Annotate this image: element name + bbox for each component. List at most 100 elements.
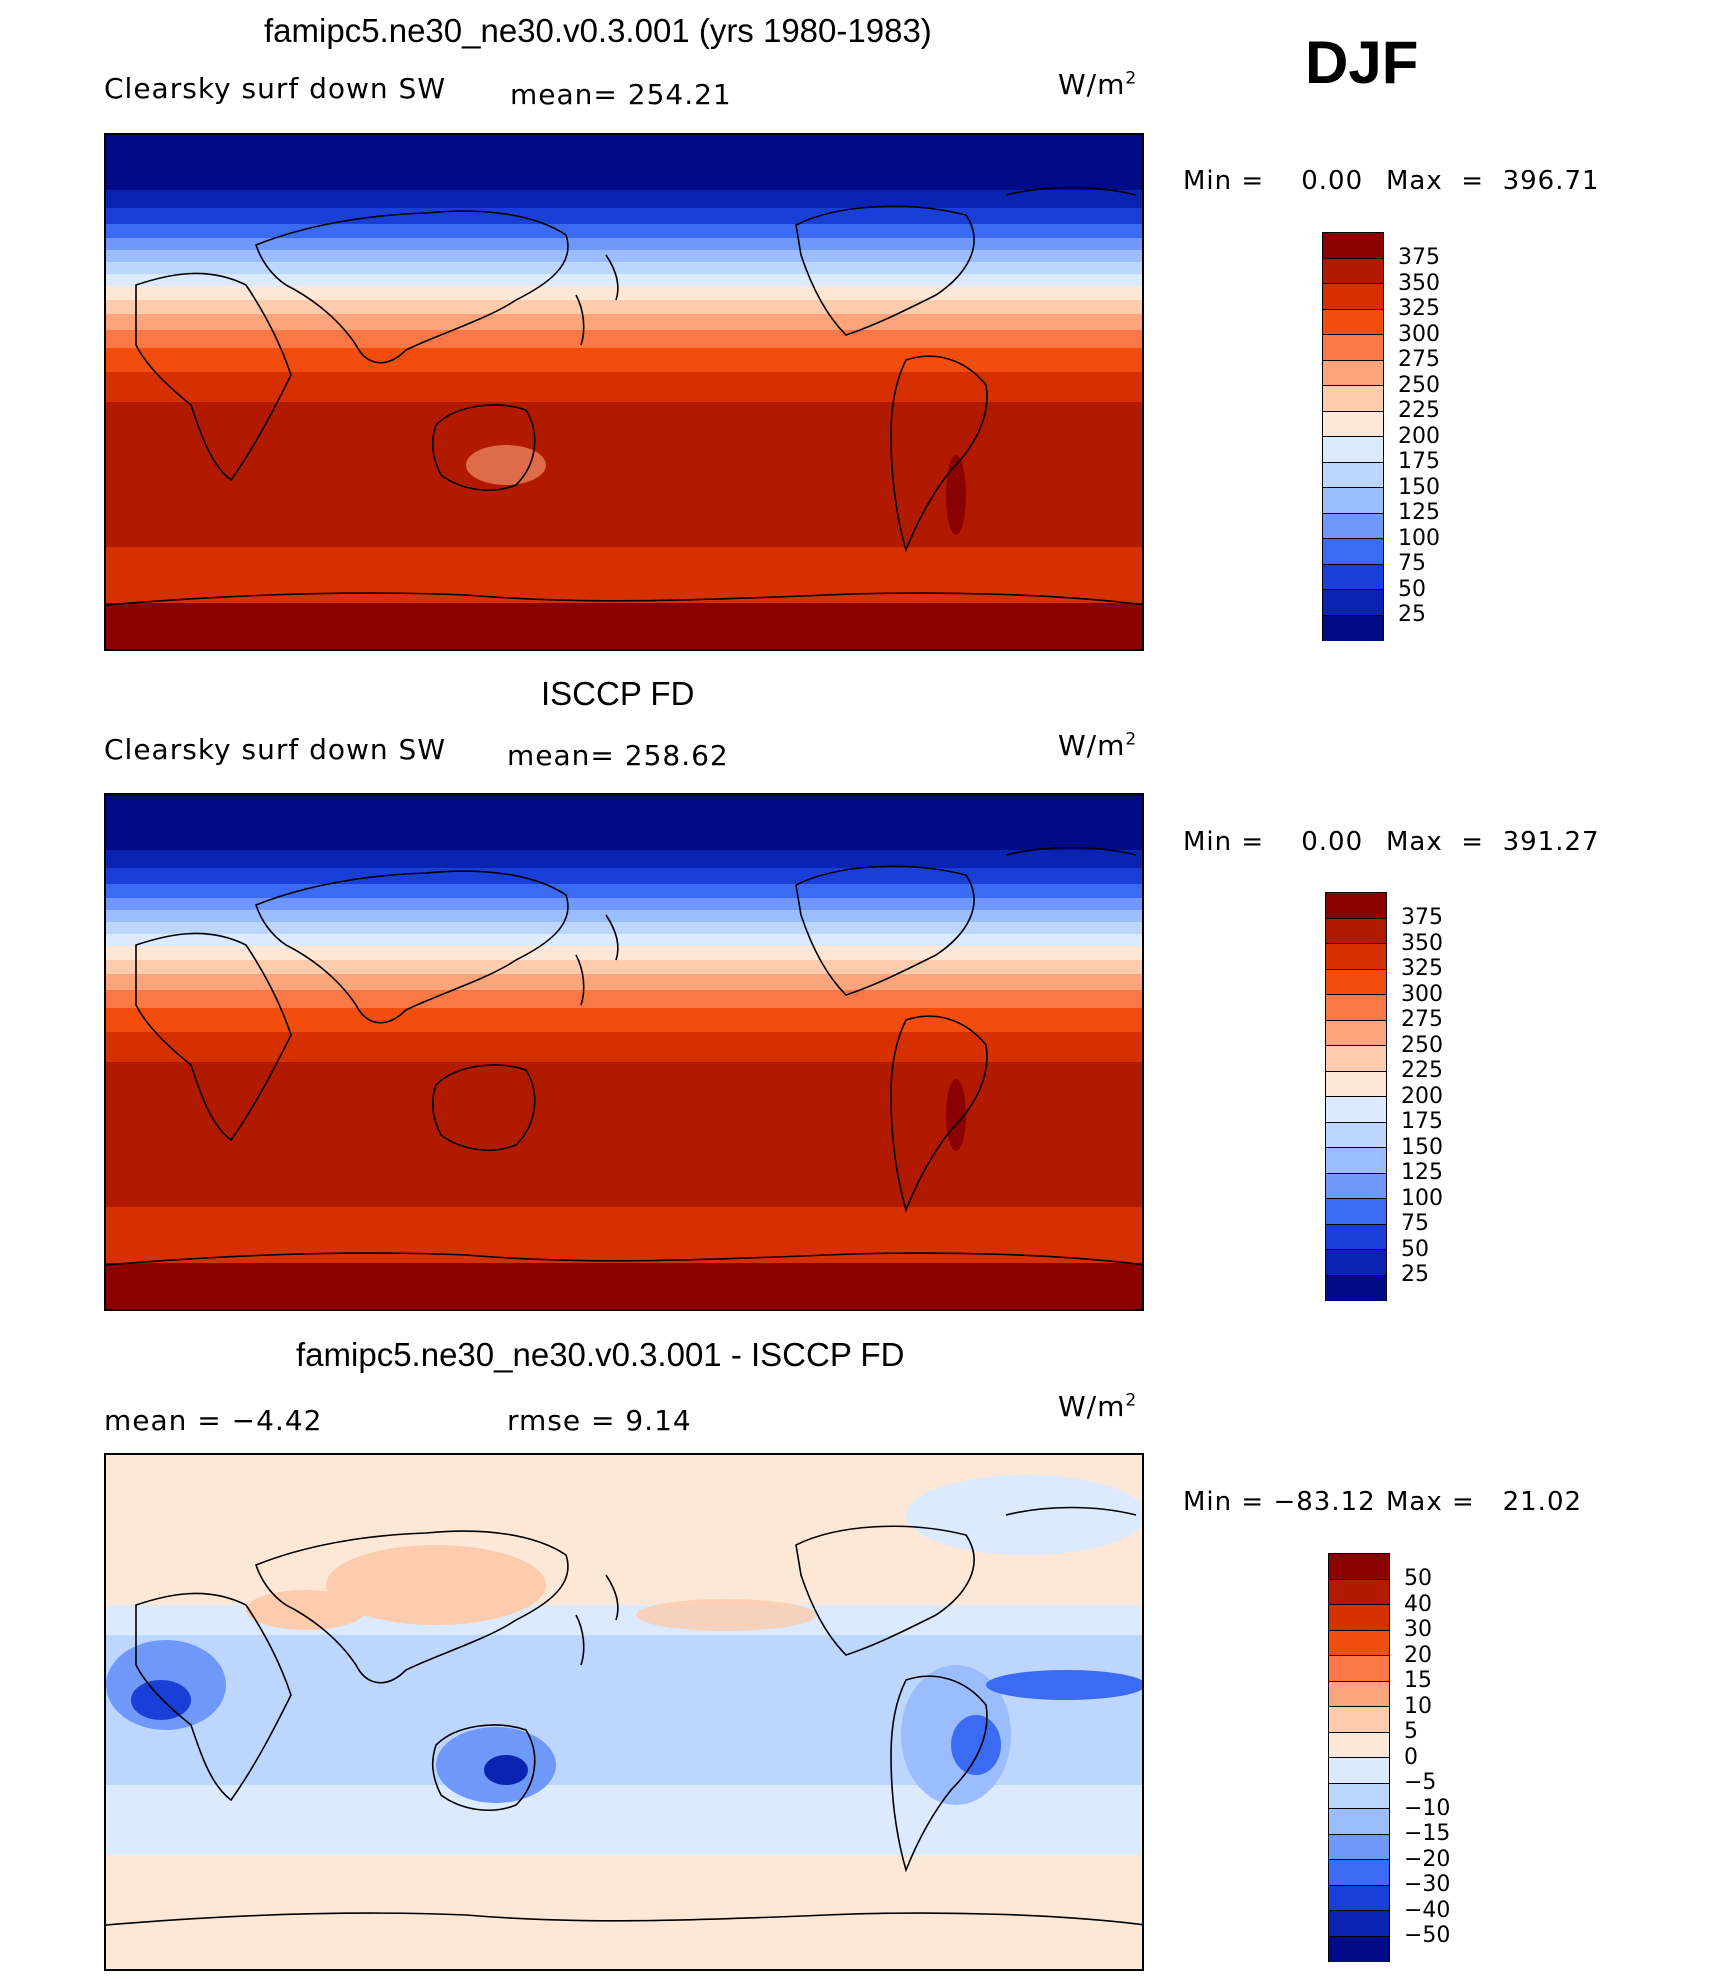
colorbar-1-swatch <box>1323 284 1383 310</box>
map-band <box>106 1855 1142 1875</box>
colorbar-1-tick-label: 325 <box>1398 296 1440 321</box>
colorbar-2-tick-label: 200 <box>1401 1083 1443 1109</box>
colorbar-2-tick-label: 75 <box>1401 1211 1429 1236</box>
colorbar-2-swatch <box>1326 1250 1386 1276</box>
colorbar-3-tick-label: 10 <box>1404 1693 1432 1719</box>
panel-1-min-label: Min = 0.00 <box>1183 166 1364 196</box>
map-band <box>106 402 1142 547</box>
panel-1-variable-label: Clearsky surf down SW <box>104 72 447 105</box>
colorbar-3-swatch <box>1329 1554 1389 1580</box>
map-feature <box>906 1475 1142 1555</box>
panel-3-title: famipc5.ne30_ne30.v0.3.001 - ISCCP FD <box>296 1336 905 1373</box>
map-band <box>106 1032 1142 1062</box>
colorbar-2-swatch <box>1326 1020 1386 1046</box>
map-band <box>106 1008 1142 1032</box>
colorbar-1-swatch <box>1323 233 1383 259</box>
colorbar-2-tick-label: 325 <box>1401 956 1443 981</box>
colorbar-3-swatch <box>1329 1911 1389 1937</box>
panel-2-max-label: Max = 391.27 <box>1386 827 1600 857</box>
colorbar-3-tick-label: 50 <box>1404 1566 1432 1591</box>
map-band <box>106 1263 1142 1309</box>
colorbar-2-tick-label: 175 <box>1401 1109 1443 1134</box>
map-band <box>106 250 1142 262</box>
map-feature <box>466 445 546 485</box>
colorbar-1-swatch <box>1323 615 1383 641</box>
panel-2-colorbar <box>1325 892 1387 1301</box>
map-band <box>106 208 1142 224</box>
colorbar-1-tick-label: 275 <box>1398 347 1440 372</box>
map-band <box>106 1062 1142 1207</box>
colorbar-2-tick-label: 50 <box>1401 1236 1429 1262</box>
colorbar-2-swatch <box>1326 944 1386 970</box>
map-band <box>106 135 1142 190</box>
colorbar-2-swatch <box>1326 1173 1386 1199</box>
colorbar-2-tick-label: 150 <box>1401 1134 1443 1160</box>
map-band <box>106 372 1142 402</box>
colorbar-3-tick-label: 0 <box>1404 1744 1418 1770</box>
panel-1-title: famipc5.ne30_ne30.v0.3.001 (yrs 1980-198… <box>264 12 932 49</box>
coastlines <box>106 1506 1142 1926</box>
panel-3-min-label: Min = −83.12 <box>1183 1487 1376 1517</box>
colorbar-3-tick-label: −10 <box>1404 1795 1451 1821</box>
colorbar-3-swatch <box>1329 1936 1389 1962</box>
colorbar-1-swatch <box>1323 258 1383 284</box>
map-feature <box>986 1670 1142 1700</box>
map-band <box>106 603 1142 649</box>
colorbar-3-swatch <box>1329 1630 1389 1656</box>
colorbar-3-swatch <box>1329 1579 1389 1605</box>
colorbar-1-swatch <box>1323 386 1383 412</box>
map-feature <box>131 1680 191 1720</box>
panel-3-map <box>104 1453 1144 1971</box>
coastlines <box>106 186 1142 606</box>
map-band <box>106 960 1142 974</box>
colorbar-2-swatch <box>1326 1097 1386 1123</box>
panel-2-map-svg <box>106 795 1142 1309</box>
map-band <box>106 348 1142 372</box>
panel-2-colorbar-ticks: 375 350 325 300 275 250 225 200 175 150 125 100 75 50… <box>1401 905 1443 1288</box>
map-feature <box>484 1755 528 1785</box>
colorbar-1-tick-label: 150 <box>1398 474 1440 500</box>
map-band <box>106 1785 1142 1855</box>
map-band <box>106 262 1142 274</box>
map-feature <box>951 1715 1001 1775</box>
colorbar-3-tick-label: −20 <box>1404 1846 1451 1872</box>
colorbar-3-swatch <box>1329 1783 1389 1809</box>
colorbar-3-swatch <box>1329 1732 1389 1758</box>
panel-2-mean-label: mean= 258.62 <box>507 739 729 772</box>
colorbar-2-tick-label: 350 <box>1401 930 1443 956</box>
colorbar-3-swatch <box>1329 1681 1389 1707</box>
colorbar-1-swatch <box>1323 513 1383 539</box>
colorbar-2-swatch <box>1326 918 1386 944</box>
colorbar-3-swatch <box>1329 1834 1389 1860</box>
colorbar-1-tick-label: 100 <box>1398 525 1440 551</box>
panel-1-units: W/m2 <box>1058 68 1138 101</box>
colorbar-1-swatch <box>1323 539 1383 565</box>
panel-2-title: ISCCP FD <box>541 675 695 712</box>
panel-1-colorbar <box>1322 232 1384 641</box>
map-band <box>106 868 1142 884</box>
map-band <box>106 898 1142 910</box>
colorbar-2-swatch <box>1326 969 1386 995</box>
colorbar-3-tick-label: −30 <box>1404 1872 1451 1897</box>
colorbar-2-swatch <box>1326 1122 1386 1148</box>
colorbar-1-swatch <box>1323 462 1383 488</box>
colorbar-3-tick-label: 20 <box>1404 1642 1432 1668</box>
map-feature <box>946 455 966 535</box>
map-band <box>106 850 1142 868</box>
map-band <box>106 224 1142 238</box>
colorbar-2-swatch <box>1326 1148 1386 1174</box>
map-band <box>106 946 1142 960</box>
map-band <box>106 910 1142 922</box>
colorbar-2-swatch <box>1326 995 1386 1021</box>
map-feature <box>246 1590 366 1630</box>
colorbar-2-tick-label: 100 <box>1401 1185 1443 1211</box>
colorbar-1-tick-label: 175 <box>1398 449 1440 474</box>
colorbar-3-tick-label: −40 <box>1404 1897 1451 1923</box>
colorbar-3-tick-label: 5 <box>1404 1719 1418 1744</box>
colorbar-2-tick-label: 275 <box>1401 1007 1443 1032</box>
panel-2-variable-label: Clearsky surf down SW <box>104 733 447 766</box>
colorbar-1-swatch <box>1323 564 1383 590</box>
panel-1-map-svg <box>106 135 1142 649</box>
panel-3-mean-label: mean = −4.42 <box>104 1404 323 1437</box>
colorbar-2-swatch <box>1326 1046 1386 1072</box>
